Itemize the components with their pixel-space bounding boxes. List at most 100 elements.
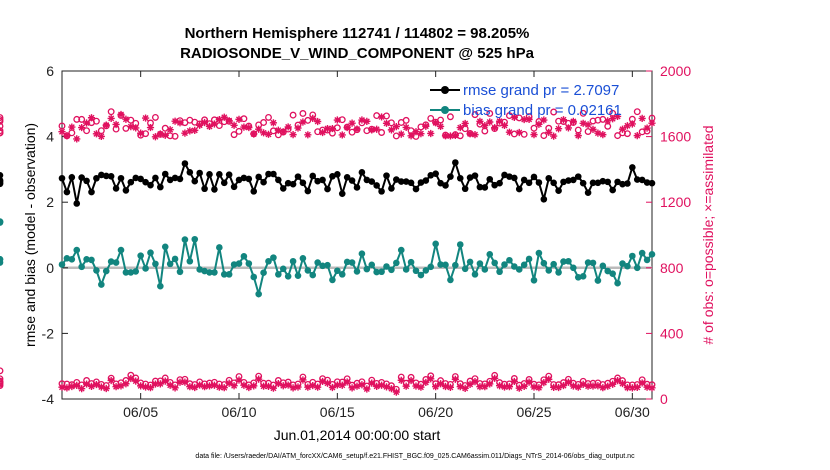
obs-assimilated-marker: [156, 130, 164, 138]
rmse-series-point: [260, 178, 267, 186]
rmse-series-point: [540, 195, 548, 203]
obs-assimilated-low-marker: [343, 378, 351, 386]
obs-assimilated-marker: [554, 125, 563, 133]
chart-subtitle: RADIOSONDE_V_WIND_COMPONENT @ 525 hPa: [180, 45, 535, 62]
obs-possible-low-marker: [0, 382, 4, 390]
obs-assimilated-low-marker: [132, 377, 140, 385]
rmse-series-point: [638, 176, 646, 184]
rmse-series-point: [599, 177, 607, 185]
plot-frame: [61, 70, 653, 400]
obs-assimilated-marker: [191, 126, 199, 134]
obs-assimilated-marker: [318, 128, 327, 137]
rmse-series-point: [220, 179, 228, 187]
obs-assimilated-marker: [471, 131, 479, 139]
rmse-series-point: [574, 173, 582, 180]
obs-assimilated-marker: [299, 118, 307, 126]
obs-assimilated-marker: [309, 114, 317, 122]
rmse-series-point: [191, 177, 199, 185]
bias-series-point: [245, 260, 253, 267]
obs-possible-marker: [0, 122, 4, 130]
rmse-series-point: [525, 179, 533, 187]
obs-assimilated-low-marker: [525, 378, 533, 386]
obs-assimilated-marker: [343, 123, 351, 132]
obs-assimilated-marker: [127, 122, 135, 131]
obs-assimilated-marker: [559, 116, 568, 124]
obs-assimilated-marker: [609, 115, 617, 123]
bias-series-point: [599, 262, 607, 270]
obs-possible-marker: [446, 113, 454, 121]
obs-assimilated-low-marker: [643, 383, 651, 391]
rmse-series-point: [186, 169, 194, 176]
obs-assimilated-low-marker: [618, 379, 627, 388]
x-axis-label: Jun.01,2014 00:00:00 start: [274, 427, 441, 443]
y-right-tick-label: 1200: [660, 194, 691, 210]
rmse-series-point: [240, 174, 248, 182]
obs-assimilated-marker: [633, 132, 641, 140]
bias-series-point: [515, 266, 523, 273]
rmse-series-point: [275, 176, 282, 184]
bias-series-point: [176, 268, 184, 276]
obs-possible-marker: [260, 119, 268, 126]
obs-assimilated-low-marker: [373, 382, 381, 390]
obs-possible-marker: [0, 114, 4, 122]
obs-assimilated-low-marker: [289, 384, 297, 392]
obs-possible-marker: [78, 115, 86, 123]
rmse-series-point: [570, 176, 577, 184]
bias-series-point: [550, 260, 557, 268]
rmse-series-point: [378, 188, 385, 195]
obs-assimilated-low-marker: [314, 383, 322, 391]
rmse-series-point: [284, 179, 292, 187]
bias-series-point: [309, 271, 317, 279]
rmse-series-point: [196, 169, 203, 177]
bias-series-point: [68, 255, 76, 263]
footer-data-file: data file: /Users/raeder/DAI/ATM_forcXX/…: [195, 453, 635, 460]
obs-assimilated-marker: [569, 117, 577, 125]
obs-possible-marker: [579, 109, 587, 117]
bias-series-point: [191, 235, 199, 243]
obs-assimilated-marker: [141, 114, 150, 122]
bias-series-point: [624, 262, 631, 270]
bias-series-point: [535, 249, 543, 257]
x-tick-label: 06/20: [418, 404, 453, 420]
bias-series-point: [314, 259, 321, 266]
rmse-series-point: [289, 180, 297, 188]
obs-assimilated-low-marker: [146, 384, 155, 392]
bias-series-point: [427, 263, 435, 271]
rmse-series-point: [614, 178, 621, 186]
rmse-series-point: [481, 184, 489, 191]
obs-assimilated-marker: [392, 122, 400, 131]
obs-assimilated-marker: [289, 131, 297, 139]
obs-assimilated-marker: [377, 113, 386, 121]
obs-assimilated-marker: [466, 130, 474, 138]
obs-assimilated-marker: [73, 135, 81, 143]
obs-assimilated-low-marker: [387, 385, 396, 393]
bias-series-point: [604, 267, 612, 275]
obs-assimilated-low-marker: [230, 382, 238, 390]
obs-assimilated-low-marker: [515, 384, 523, 392]
bias-series-point: [496, 268, 503, 276]
bias-series-point: [275, 271, 282, 278]
obs-possible-marker: [486, 110, 494, 117]
rmse-series-point: [407, 179, 415, 187]
obs-assimilated-low-marker: [63, 384, 71, 392]
bias-series-point: [579, 273, 587, 280]
bias-series-point: [235, 260, 243, 267]
bias-series-point: [157, 282, 164, 290]
obs-assimilated-low-marker: [318, 377, 327, 386]
obs-assimilated-marker: [102, 121, 110, 129]
rmse-series-point: [73, 200, 81, 207]
bias-series-point: [78, 263, 85, 271]
bias-series-point: [570, 264, 577, 272]
obs-assimilated-marker: [550, 132, 558, 140]
rmse-series-point: [629, 164, 636, 171]
bias-series-point: [289, 257, 297, 265]
x-tick-label: 06/30: [615, 404, 650, 420]
rmse-series-point: [107, 172, 115, 180]
obs-assimilated-marker: [200, 118, 209, 127]
obs-possible-marker: [92, 117, 100, 125]
rmse-series-point: [633, 176, 641, 183]
bias-series-point: [329, 276, 336, 284]
obs-assimilated-marker: [412, 128, 420, 136]
obs-assimilated-low-marker: [417, 383, 425, 391]
obs-assimilated-marker: [274, 126, 282, 134]
